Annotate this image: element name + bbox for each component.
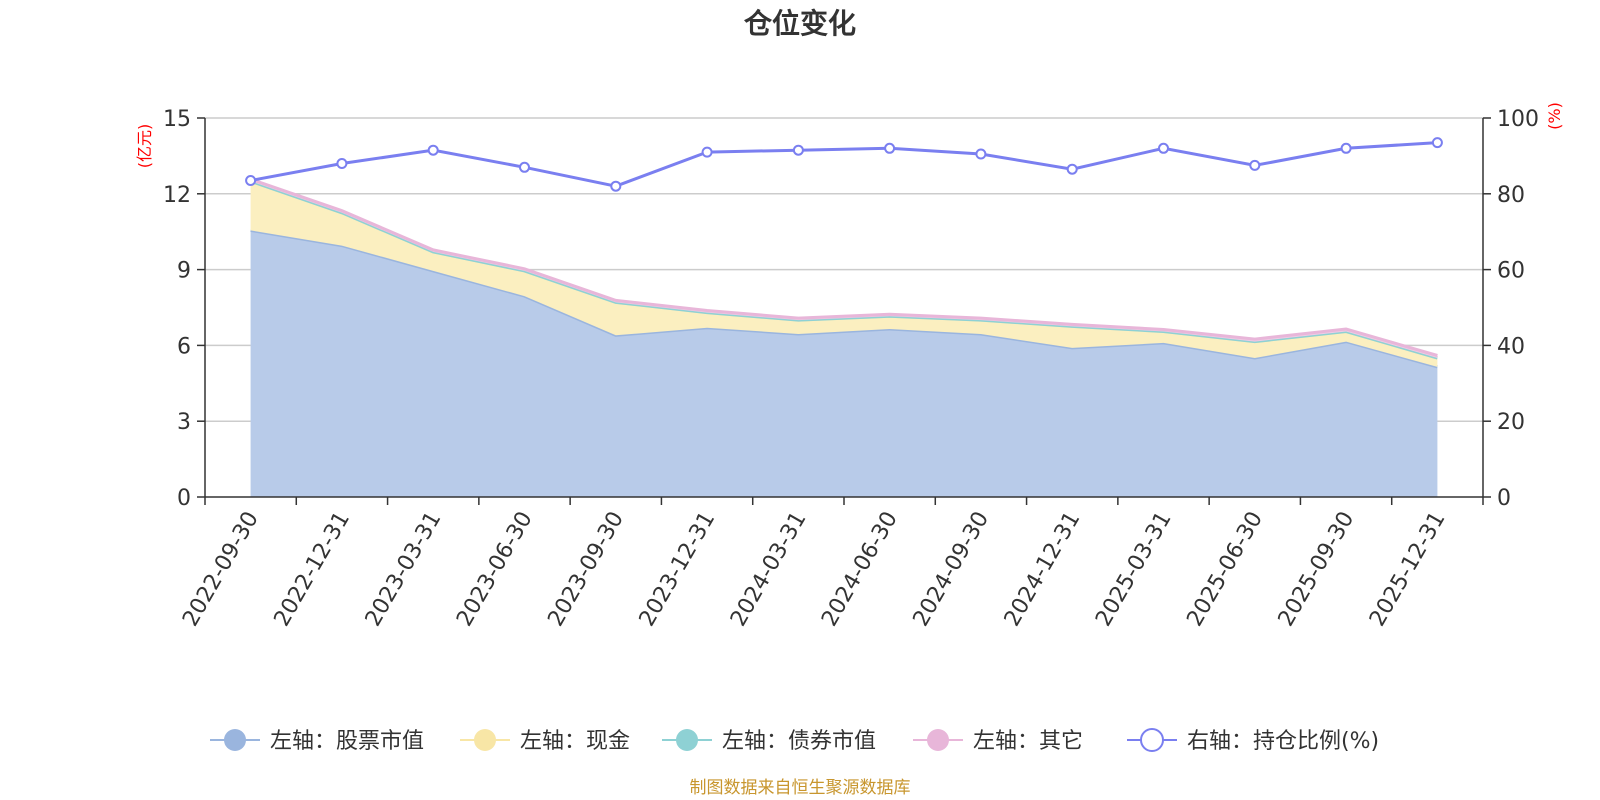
right-tick-label: 80 [1497, 183, 1525, 208]
line-point-holding-ratio [245, 175, 257, 186]
line-point-holding-ratio [884, 142, 896, 154]
left-tick-label: 15 [163, 107, 191, 132]
legend-marker [676, 729, 698, 751]
area-line-左轴：其它 [250, 177, 1438, 357]
x-tick-label: 2023-09-30 [543, 508, 629, 631]
area-左轴：股票市值 [250, 230, 1438, 497]
x-tick-label: 2023-06-30 [452, 508, 538, 631]
right-tick-label: 100 [1497, 107, 1539, 132]
left-tick-label: 0 [177, 486, 191, 511]
x-tick-label: 2024-12-31 [1000, 508, 1086, 631]
line-path-holding-ratio [250, 141, 1438, 188]
x-tick-label: 2025-03-31 [1091, 508, 1177, 631]
x-tick-label: 2025-06-30 [1182, 508, 1268, 631]
x-tick-label: 2023-12-31 [635, 508, 721, 631]
left-tick-label: 3 [177, 410, 191, 435]
x-tick-label: 2024-06-30 [817, 508, 903, 631]
legend-label: 左轴：其它 [973, 729, 1083, 754]
line-point-holding-ratio [1066, 163, 1078, 175]
left-tick-label: 12 [163, 183, 191, 208]
legend-marker [1140, 728, 1164, 752]
line-point-holding-ratio [427, 144, 439, 156]
line-point-holding-ratio [1249, 159, 1261, 171]
right-tick-label: 40 [1497, 334, 1525, 359]
area-左轴：现金 [250, 181, 1438, 367]
line-series [245, 137, 1443, 192]
legend-label: 左轴：债券市值 [722, 729, 876, 754]
area-series [250, 177, 1438, 497]
left-tick-label: 9 [177, 259, 191, 284]
x-tick-label: 2025-09-30 [1274, 508, 1360, 631]
right-tick-label: 0 [1497, 486, 1511, 511]
right-axis-unit: (%) [1545, 102, 1564, 130]
legend-label: 左轴：现金 [520, 729, 630, 754]
left-tick-label: 6 [177, 334, 191, 359]
line-point-holding-ratio [975, 148, 987, 160]
x-tick-label: 2023-03-31 [361, 508, 447, 631]
legend-marker [474, 729, 496, 751]
left-axis-unit: (亿元) [135, 124, 154, 169]
x-tick-label: 2024-03-31 [726, 508, 812, 631]
line-point-holding-ratio [1158, 142, 1169, 154]
line-point-holding-ratio [701, 146, 713, 158]
x-tick-label: 2025-12-31 [1365, 508, 1451, 631]
chart-title: 仓位变化 [744, 7, 856, 40]
line-point-holding-ratio [610, 180, 622, 192]
x-tick-label: 2022-12-31 [270, 508, 356, 631]
legend: 左轴：股票市值 左轴：现金 左轴：债券市值 左轴：其它 右轴：持仓比例(%) [210, 728, 1379, 754]
data-source-note: 制图数据来自恒生聚源数据库 [690, 778, 911, 798]
x-tick-label: 2022-09-30 [178, 508, 264, 631]
line-point-holding-ratio [519, 161, 530, 173]
right-tick-label: 20 [1497, 410, 1525, 435]
legend-marker [224, 729, 246, 751]
x-tick-label: 2024-09-30 [909, 508, 995, 631]
right-tick-label: 60 [1497, 259, 1525, 284]
line-point-holding-ratio [336, 158, 348, 169]
line-point-holding-ratio [1340, 142, 1352, 154]
line-point-holding-ratio [1431, 137, 1443, 149]
legend-label: 右轴：持仓比例(%) [1187, 729, 1379, 754]
legend-label: 左轴：股票市值 [270, 729, 424, 754]
legend-marker [927, 729, 949, 751]
line-point-holding-ratio [792, 144, 804, 156]
